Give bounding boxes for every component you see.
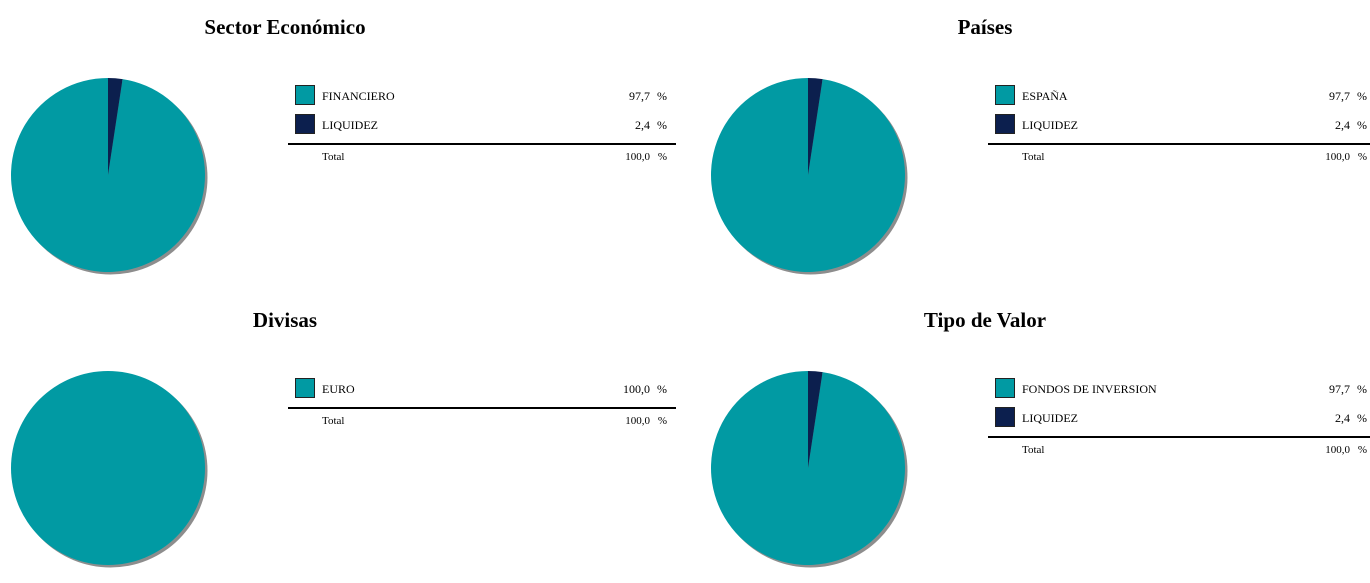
pie-chart [10, 78, 208, 275]
chart-panel-tipo-de-valor: Tipo de Valor FONDOS DE INVERSION 97,7 %… [700, 293, 1370, 583]
legend-swatch [995, 378, 1015, 398]
legend-table: FONDOS DE INVERSION 97,7 % LIQUIDEZ 2,4 … [988, 375, 1370, 462]
legend-unit: % [657, 89, 667, 103]
legend-unit: % [1357, 89, 1367, 103]
legend-unit: % [657, 118, 667, 132]
legend-swatch [995, 407, 1015, 427]
legend-total-row: Total 100,0 % [988, 436, 1370, 462]
legend-total-value: 100,0 [1325, 444, 1350, 456]
pie-slice-liquidez [808, 371, 823, 468]
legend-swatch [995, 114, 1015, 134]
chart-panel-paises: Países ESPAÑA 97,7 % LIQUIDEZ 2,4 % Tota… [700, 0, 1370, 290]
chart-panel-divisas: Divisas EURO 100,0 % Total 100,0 % [0, 293, 685, 583]
legend-total-label: Total [322, 415, 345, 427]
pie-chart [711, 78, 908, 275]
legend-label: LIQUIDEZ [1022, 411, 1078, 425]
legend-total-row: Total 100,0 % [288, 407, 676, 433]
legend-value: 97,7 [629, 89, 650, 103]
legend-value: 2,4 [1335, 118, 1350, 132]
legend-label: LIQUIDEZ [1022, 118, 1078, 132]
legend-swatch [295, 114, 315, 134]
legend-unit: % [657, 151, 667, 163]
legend-value: 97,7 [1329, 382, 1350, 396]
legend-value: 97,7 [1329, 89, 1350, 103]
legend-row: ESPAÑA 97,7 % [988, 82, 1370, 111]
pie-chart [11, 371, 208, 568]
legend-value: 2,4 [635, 118, 650, 132]
legend-unit: % [1357, 444, 1367, 456]
legend-total-value: 100,0 [1325, 151, 1350, 163]
legend-table: EURO 100,0 % Total 100,0 % [288, 375, 676, 433]
legend-label: EURO [322, 382, 355, 396]
legend-total-value: 100,0 [625, 151, 650, 163]
legend-total-row: Total 100,0 % [988, 143, 1370, 169]
legend-table: FINANCIERO 97,7 % LIQUIDEZ 2,4 % Total 1… [288, 82, 676, 169]
legend-row: LIQUIDEZ 2,4 % [988, 111, 1370, 140]
chart-title: Sector Económico [204, 15, 366, 39]
legend-label: FINANCIERO [322, 89, 395, 103]
legend-row: EURO 100,0 % [288, 375, 676, 404]
legend-unit: % [657, 382, 667, 396]
chart-title: Divisas [252, 308, 318, 332]
legend-table: ESPAÑA 97,7 % LIQUIDEZ 2,4 % Total 100,0… [988, 82, 1370, 169]
pie-slice-financiero [10, 78, 205, 272]
legend-unit: % [1357, 151, 1367, 163]
legend-label: LIQUIDEZ [322, 118, 378, 132]
legend-row: FINANCIERO 97,7 % [288, 82, 676, 111]
legend-total-label: Total [322, 151, 345, 163]
pie-chart [711, 371, 908, 568]
legend-swatch [295, 85, 315, 105]
chart-panel-sector-economico: Sector Económico FINANCIERO 97,7 % LIQUI… [0, 0, 685, 290]
chart-title: Tipo de Valor [923, 308, 1047, 332]
legend-swatch [995, 85, 1015, 105]
chart-title: Países [957, 15, 1013, 39]
legend-total-row: Total 100,0 % [288, 143, 676, 169]
legend-value: 2,4 [1335, 411, 1350, 425]
legend-unit: % [1357, 411, 1367, 425]
legend-row: FONDOS DE INVERSION 97,7 % [988, 375, 1370, 404]
pie-slice-euro [11, 371, 205, 565]
legend-unit: % [657, 415, 667, 427]
legend-label: FONDOS DE INVERSION [1022, 382, 1157, 396]
legend-row: LIQUIDEZ 2,4 % [988, 404, 1370, 433]
legend-unit: % [1357, 118, 1367, 132]
legend-total-label: Total [1022, 151, 1045, 163]
legend-value: 100,0 [623, 382, 650, 396]
legend-unit: % [1357, 382, 1367, 396]
legend-row: LIQUIDEZ 2,4 % [288, 111, 676, 140]
legend-total-value: 100,0 [625, 415, 650, 427]
legend-total-label: Total [1022, 444, 1045, 456]
pie-slice-liquidez [108, 78, 123, 175]
pie-slice-liquidez [808, 78, 823, 175]
legend-label: ESPAÑA [1022, 89, 1068, 103]
legend-swatch [295, 378, 315, 398]
